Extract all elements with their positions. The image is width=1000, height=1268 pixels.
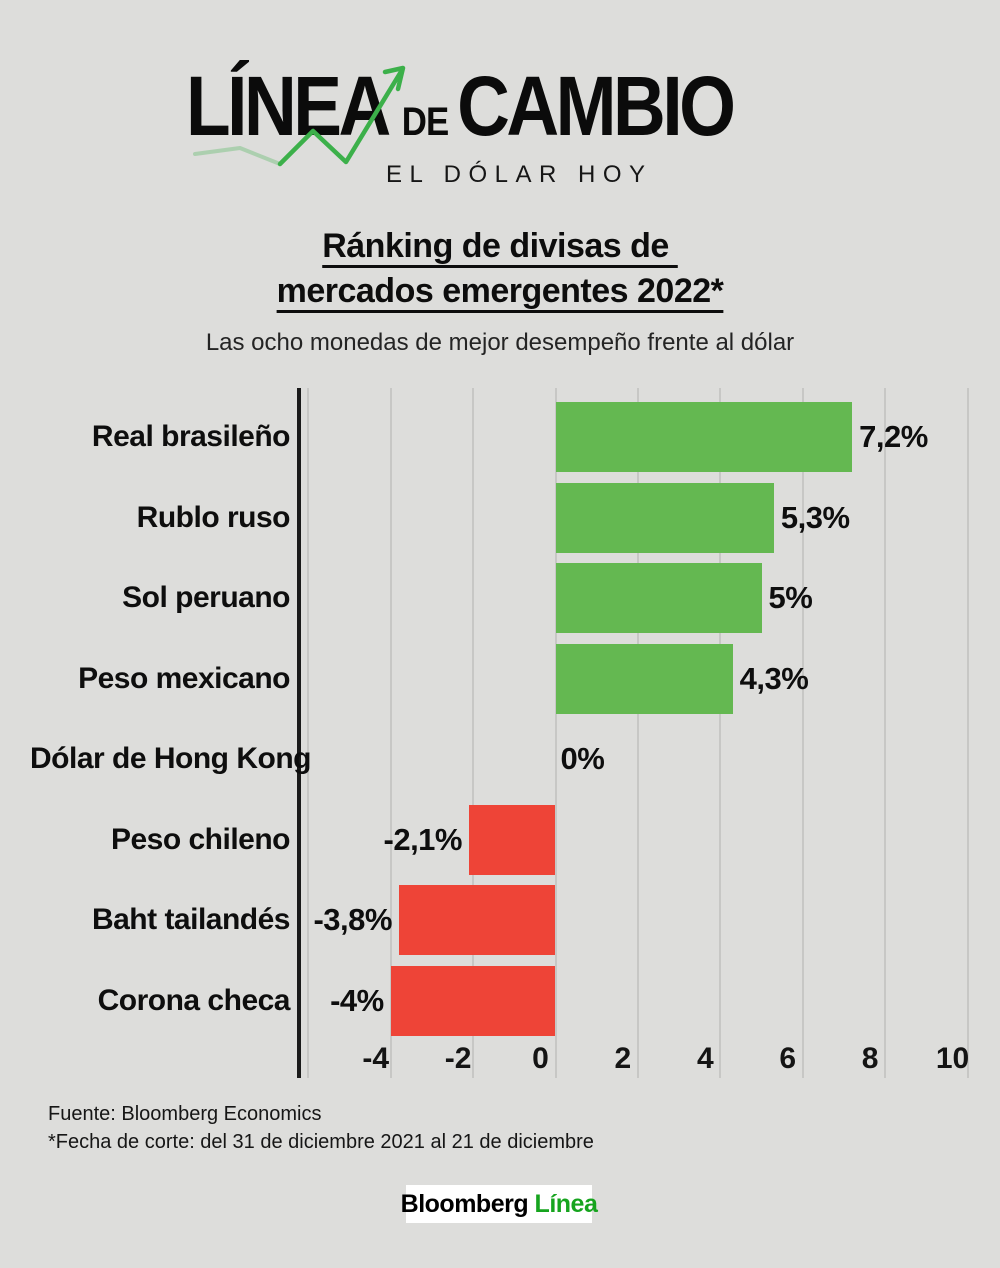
x-tick-label: 0 <box>532 1042 549 1075</box>
chart-title: Ránking de divisas de mercados emergente… <box>0 224 1000 314</box>
gridline <box>719 388 722 1078</box>
bar <box>555 563 762 633</box>
value-label: 7,2% <box>859 419 928 454</box>
bar <box>390 965 556 1036</box>
y-axis-line <box>297 388 301 1078</box>
bar <box>468 804 556 875</box>
gridline <box>554 388 557 1078</box>
gridline <box>472 388 475 1078</box>
bar <box>555 482 774 553</box>
category-label: Dólar de Hong Kong <box>30 742 311 775</box>
bar <box>398 885 556 955</box>
x-tick-label: 8 <box>861 1042 879 1075</box>
category-label: Peso mexicano <box>78 661 290 695</box>
value-label: -4% <box>330 982 384 1018</box>
category-label: Real brasileño <box>91 420 291 453</box>
gridline <box>389 388 392 1078</box>
source-note: Fuente: Bloomberg Economics <box>48 1103 322 1125</box>
x-tick-label: 2 <box>614 1042 632 1075</box>
gridline <box>801 388 804 1078</box>
x-tick-label: 4 <box>696 1042 714 1075</box>
footer: Fuente: Bloomberg Economics *Fecha de co… <box>48 1100 594 1156</box>
chart-title-line2: mercados emergentes 2022* <box>276 272 724 310</box>
value-label: 5,3% <box>780 499 850 535</box>
bar <box>555 643 733 714</box>
category-label: Corona checa <box>97 983 291 1017</box>
value-label: 0% <box>560 741 605 776</box>
chart-title-line1: Ránking de divisas de <box>322 227 678 265</box>
gridline <box>966 388 969 1078</box>
category-label: Baht tailandés <box>91 903 291 936</box>
x-tick-label: 10 <box>935 1042 970 1075</box>
badge-linea-text: Línea <box>528 1189 598 1218</box>
badge-bloomberg-text: Bloomberg <box>400 1189 529 1218</box>
gridline <box>884 388 887 1078</box>
category-label: Sol peruano <box>122 581 290 614</box>
value-label: 4,3% <box>739 660 809 696</box>
gridline <box>636 388 639 1078</box>
chart-subtitle: Las ocho monedas de mejor desempeño fren… <box>205 329 795 356</box>
logo-tagline: EL DÓLAR HOY <box>386 161 653 188</box>
category-label: Rublo ruso <box>136 500 291 534</box>
logo-cambio-text: CAMBIO <box>457 59 736 153</box>
cutoff-note: *Fecha de corte: del 31 de diciembre 202… <box>48 1131 594 1153</box>
x-tick-label: -4 <box>362 1042 390 1075</box>
logo-de-text: DE <box>401 100 449 144</box>
bar <box>555 402 853 472</box>
value-label: -3,8% <box>313 902 392 937</box>
gridline <box>307 388 310 1078</box>
value-label: -2,1% <box>383 821 463 857</box>
value-label: 5% <box>768 580 813 615</box>
bloomberg-linea-logo: Bloomberg Línea <box>401 1185 598 1223</box>
x-tick-label: 6 <box>779 1042 797 1075</box>
x-tick-label: -2 <box>444 1042 472 1075</box>
category-label: Peso chileno <box>110 822 291 856</box>
